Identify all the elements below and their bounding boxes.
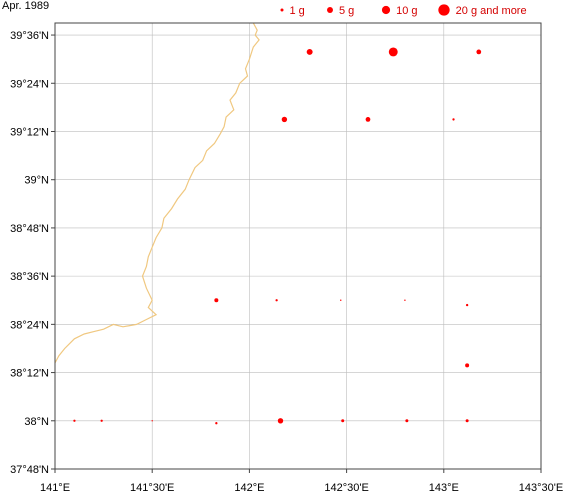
station-marker <box>281 116 288 123</box>
station-marker <box>404 299 406 301</box>
legend: 1 g 5 g 10 g 20 g and more <box>280 4 527 17</box>
y-tick-label: 38°48'N <box>10 223 49 235</box>
x-tick-label: 142°E <box>234 482 264 494</box>
station-marker <box>341 419 345 423</box>
station-marker <box>215 422 218 425</box>
station-marker <box>465 419 469 423</box>
graticule <box>54 23 542 470</box>
station-marker <box>151 420 153 422</box>
station-markers <box>73 47 482 425</box>
y-tick-label: 38°12'N <box>10 368 49 380</box>
y-tick-label: 38°36'N <box>10 271 49 283</box>
x-tick-label: 141°E <box>40 482 70 494</box>
station-marker <box>465 303 469 307</box>
y-tick-label: 39°N <box>24 175 49 187</box>
station-marker <box>73 419 76 422</box>
legend-label: 5 g <box>339 5 354 17</box>
map-title: Apr. 1989 <box>2 0 50 12</box>
station-marker <box>214 298 219 303</box>
station-marker <box>388 47 398 57</box>
station-marker <box>100 419 103 422</box>
y-tick-label: 38°24'N <box>10 319 49 331</box>
legend-label: 20 g and more <box>456 5 527 17</box>
station-marker <box>476 49 482 55</box>
map-frame <box>54 22 542 470</box>
x-tick-label: 143°E <box>429 482 459 494</box>
y-tick-label: 39°24'N <box>10 78 49 90</box>
legend-label: 10 g <box>396 5 417 17</box>
y-tick-label: 38°N <box>24 416 49 428</box>
legend-marker <box>381 5 391 15</box>
x-tick-label: 142°30'E <box>324 482 368 494</box>
y-tick-label: 37°48'N <box>10 464 49 476</box>
station-marker <box>275 299 278 302</box>
y-tick-label: 39°12'N <box>10 126 49 138</box>
station-marker <box>365 117 371 122</box>
station-marker <box>405 419 409 423</box>
coastline <box>54 22 260 364</box>
station-marker <box>465 363 470 368</box>
legend-label: 1 g <box>290 5 305 17</box>
legend-marker <box>327 7 333 13</box>
y-axis: 39°36'N 39°24'N 39°12'N 39°N 38°48'N 38°36'N 3… <box>10 30 55 476</box>
x-tick-label: 143°30'E <box>519 482 563 494</box>
station-marker <box>452 118 455 121</box>
x-axis: 141°E 141°30'E 142°E 142°30'E 143°E 143°30'E <box>40 469 563 494</box>
x-tick-label: 141°30'E <box>130 482 174 494</box>
station-marker <box>340 299 342 301</box>
legend-marker <box>438 4 450 16</box>
legend-marker <box>280 8 284 12</box>
station-marker <box>277 418 284 424</box>
station-marker <box>306 48 313 55</box>
y-tick-label: 39°36'N <box>10 30 49 42</box>
